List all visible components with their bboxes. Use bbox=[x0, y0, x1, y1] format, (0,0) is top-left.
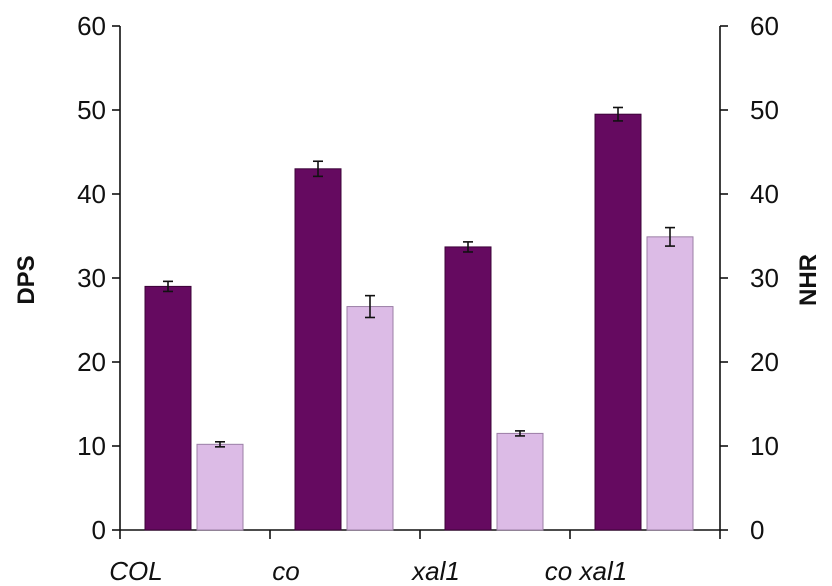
y2-tick-label: 30 bbox=[750, 263, 779, 293]
y2-tick-label: 0 bbox=[750, 515, 764, 545]
dps-bar bbox=[144, 285, 192, 531]
y-tick-label: 20 bbox=[77, 347, 106, 377]
y-tick-label: 0 bbox=[92, 515, 106, 545]
dps-bar bbox=[444, 246, 492, 531]
y2-tick-label: 50 bbox=[750, 95, 779, 125]
y-tick-label: 40 bbox=[77, 179, 106, 209]
dps-bar bbox=[294, 168, 342, 531]
nhr-bar bbox=[646, 236, 694, 531]
y2-axis-title: NHR bbox=[795, 254, 822, 306]
x-tick-label: xal1 bbox=[410, 556, 460, 586]
x-tick-label: COL bbox=[109, 556, 162, 586]
plot-area: 0 10 20 30 40 50 60 0 10 20 30 40 50 60 COL co xal1 co xa… bbox=[77, 11, 779, 586]
y2-tick-label: 60 bbox=[750, 11, 779, 41]
y-tick-label: 30 bbox=[77, 263, 106, 293]
y2-tick-label: 10 bbox=[750, 431, 779, 461]
y-tick-label: 60 bbox=[77, 11, 106, 41]
y-tick-label: 10 bbox=[77, 431, 106, 461]
nhr-bar bbox=[196, 443, 244, 531]
x-tick-label: co bbox=[272, 556, 299, 586]
x-tick-label: co xal1 bbox=[545, 556, 627, 586]
y2-tick-label: 20 bbox=[750, 347, 779, 377]
dps-bar bbox=[594, 113, 642, 531]
nhr-bar bbox=[346, 306, 394, 531]
y-tick-label: 50 bbox=[77, 95, 106, 125]
y-axis-title: DPS bbox=[13, 255, 40, 304]
y2-tick-label: 40 bbox=[750, 179, 779, 209]
nhr-bar bbox=[496, 432, 544, 531]
